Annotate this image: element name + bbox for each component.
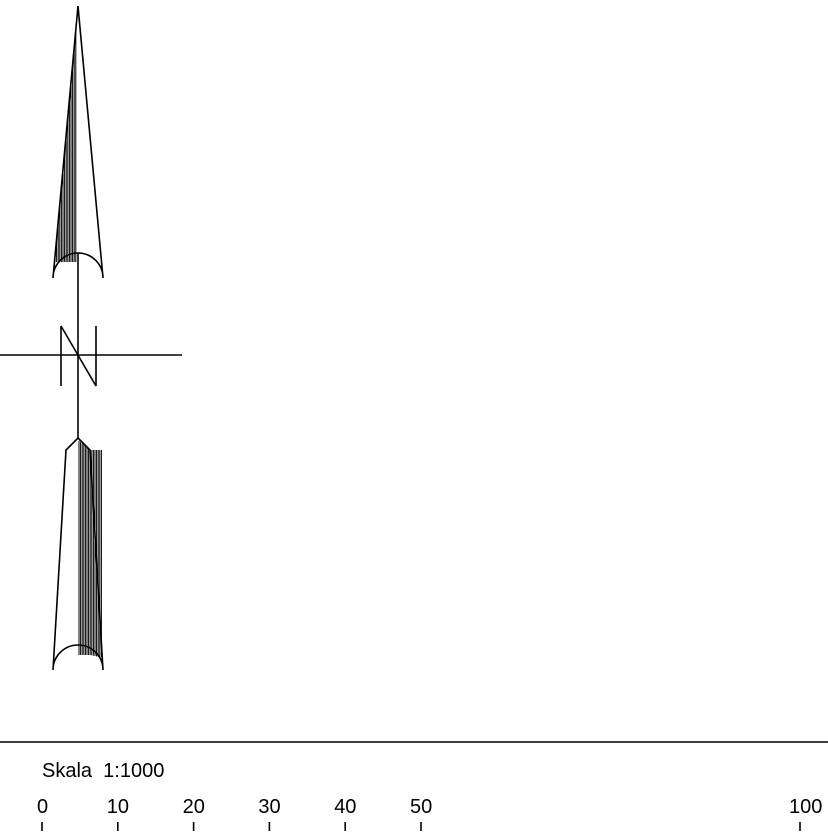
scale-label: 10 <box>107 796 129 818</box>
scale-label: 100 m <box>789 796 828 818</box>
scale-label: 40 <box>334 796 356 818</box>
north-arrow-upper-outline <box>52 5 104 279</box>
scale-label: 30 <box>258 796 280 818</box>
north-letter-icon <box>60 325 97 387</box>
north-arrow-icon <box>0 5 182 671</box>
scale-label: 0 <box>37 796 48 818</box>
scale-label: 50 <box>410 796 432 818</box>
north-arrow-upper-hatch <box>54 29 77 262</box>
north-arrow-lower-hatch <box>78 440 102 658</box>
scale-title: Skala 1:1000 <box>42 760 164 782</box>
scale-label: 20 <box>183 796 205 818</box>
scale-bar: 0 10 20 30 40 50 100 m <box>37 796 828 831</box>
